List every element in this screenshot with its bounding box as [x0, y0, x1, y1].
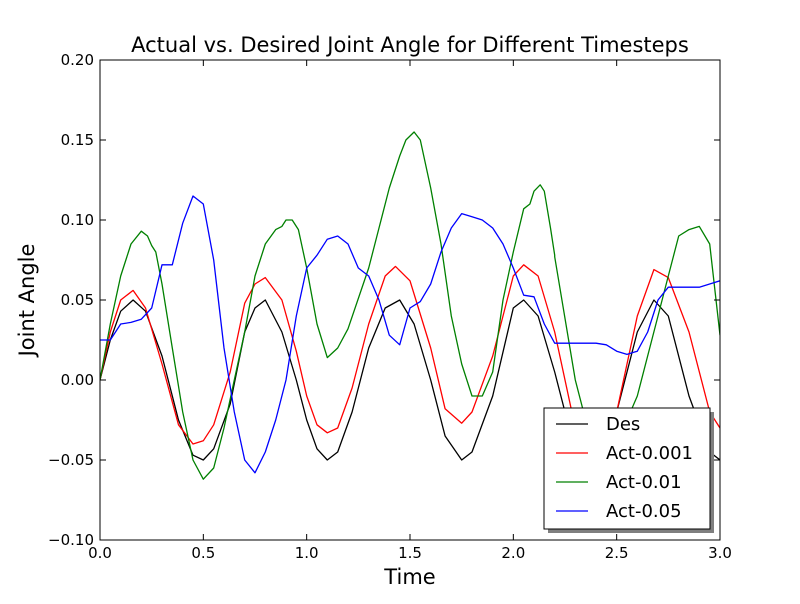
- legend-label: Act-0.001: [606, 443, 693, 464]
- y-tick-label: −0.10: [48, 531, 94, 549]
- x-axis-label: Time: [383, 565, 435, 589]
- y-tick-label: 0.15: [61, 131, 94, 149]
- x-tick-label: 1.0: [295, 544, 319, 562]
- series-line-3: [100, 195, 720, 474]
- y-axis-label: Joint Angle: [15, 244, 39, 359]
- x-tick-label: 0.0: [88, 544, 112, 562]
- axes-layer: 0.0 0.5 1.0 1.5 2.0 2.5 3.0 −0.10 −0.05 0.00 0.05 0…: [48, 51, 732, 562]
- legend: Des Act-0.001 Act-0.01 Act-0.05: [543, 407, 714, 533]
- legend-box: [543, 407, 711, 530]
- x-tick-label: 3.0: [708, 544, 732, 562]
- y-tick-label: 0.05: [61, 291, 94, 309]
- x-tick-label: 0.5: [191, 544, 215, 562]
- chart-title: Actual vs. Desired Joint Angle for Diffe…: [131, 33, 689, 57]
- x-tick-label: 2.5: [605, 544, 629, 562]
- y-tick-label: −0.05: [48, 451, 94, 469]
- y-tick-label: 0.10: [61, 211, 94, 229]
- legend-label: Act-0.01: [606, 472, 682, 493]
- legend-label: Des: [606, 414, 640, 435]
- x-tick-label: 1.5: [398, 544, 422, 562]
- y-tick-label: 0.20: [61, 51, 94, 69]
- y-tick-label: 0.00: [61, 371, 94, 389]
- x-tick-label: 2.0: [501, 544, 525, 562]
- legend-label: Act-0.05: [606, 501, 682, 522]
- series-line-2: [100, 131, 720, 480]
